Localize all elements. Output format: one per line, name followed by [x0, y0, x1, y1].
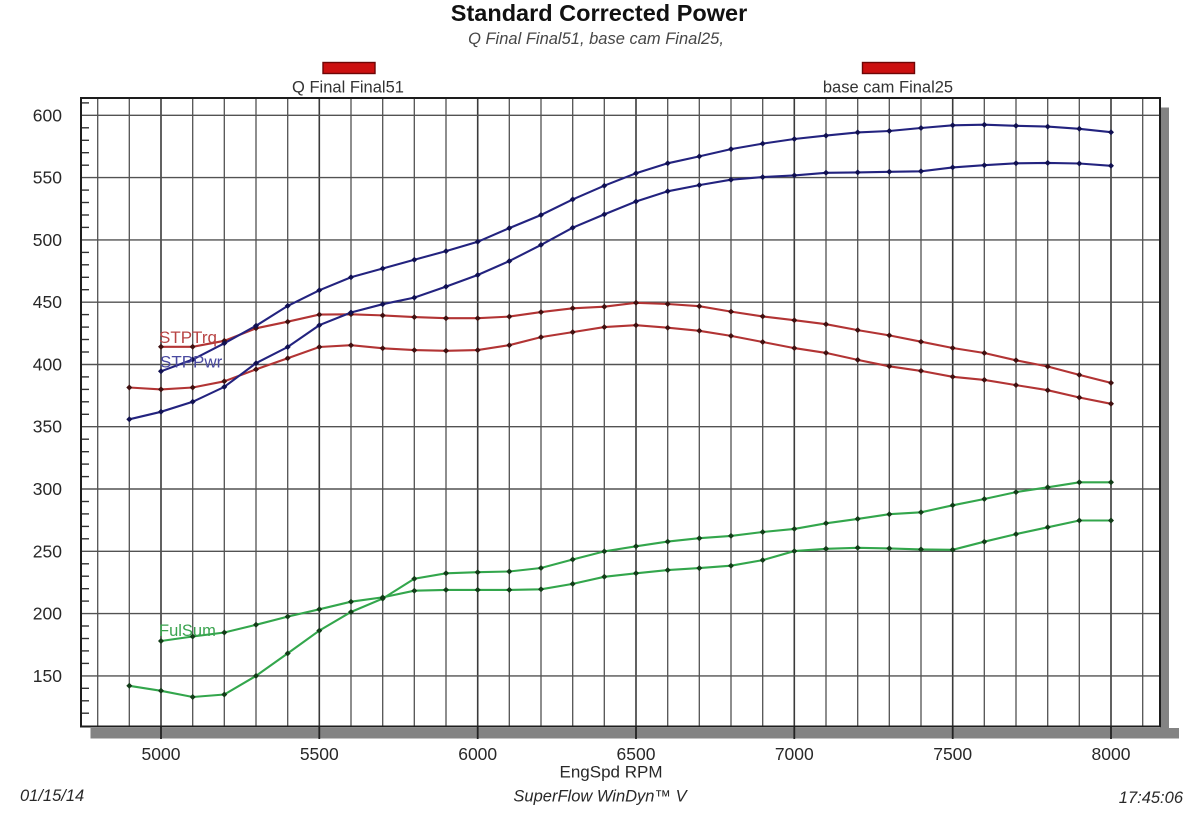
svg-text:550: 550 — [33, 168, 62, 188]
svg-text:Q Final Final51: Q Final Final51 — [292, 79, 404, 97]
svg-text:600: 600 — [33, 105, 62, 125]
svg-text:8000: 8000 — [1092, 744, 1131, 764]
svg-text:6000: 6000 — [458, 744, 497, 764]
svg-text:7000: 7000 — [775, 744, 814, 764]
svg-text:Standard Corrected Power: Standard Corrected Power — [451, 0, 747, 26]
svg-text:5500: 5500 — [300, 744, 339, 764]
svg-text:450: 450 — [33, 292, 62, 312]
svg-text:500: 500 — [33, 230, 62, 250]
svg-text:200: 200 — [33, 604, 62, 624]
svg-text:Q Final Final51, base cam Fina: Q Final Final51, base cam Final25, — [468, 30, 724, 48]
svg-text:5000: 5000 — [142, 744, 181, 764]
svg-text:EngSpd RPM: EngSpd RPM — [560, 763, 663, 782]
svg-text:01/15/14: 01/15/14 — [20, 787, 84, 805]
svg-text:6500: 6500 — [617, 744, 656, 764]
svg-text:STPPwr: STPPwr — [160, 353, 223, 372]
svg-text:150: 150 — [33, 666, 62, 686]
svg-text:SuperFlow WinDyn™ V: SuperFlow WinDyn™ V — [513, 788, 688, 806]
svg-text:STPTrq: STPTrq — [159, 328, 217, 347]
svg-text:400: 400 — [33, 355, 62, 375]
svg-text:FulSum: FulSum — [159, 622, 216, 640]
svg-text:7500: 7500 — [933, 744, 972, 764]
svg-text:base cam Final25: base cam Final25 — [823, 79, 953, 97]
svg-text:17:45:06: 17:45:06 — [1119, 789, 1184, 807]
svg-text:250: 250 — [33, 541, 62, 561]
svg-text:300: 300 — [33, 479, 62, 499]
svg-text:350: 350 — [33, 417, 62, 437]
